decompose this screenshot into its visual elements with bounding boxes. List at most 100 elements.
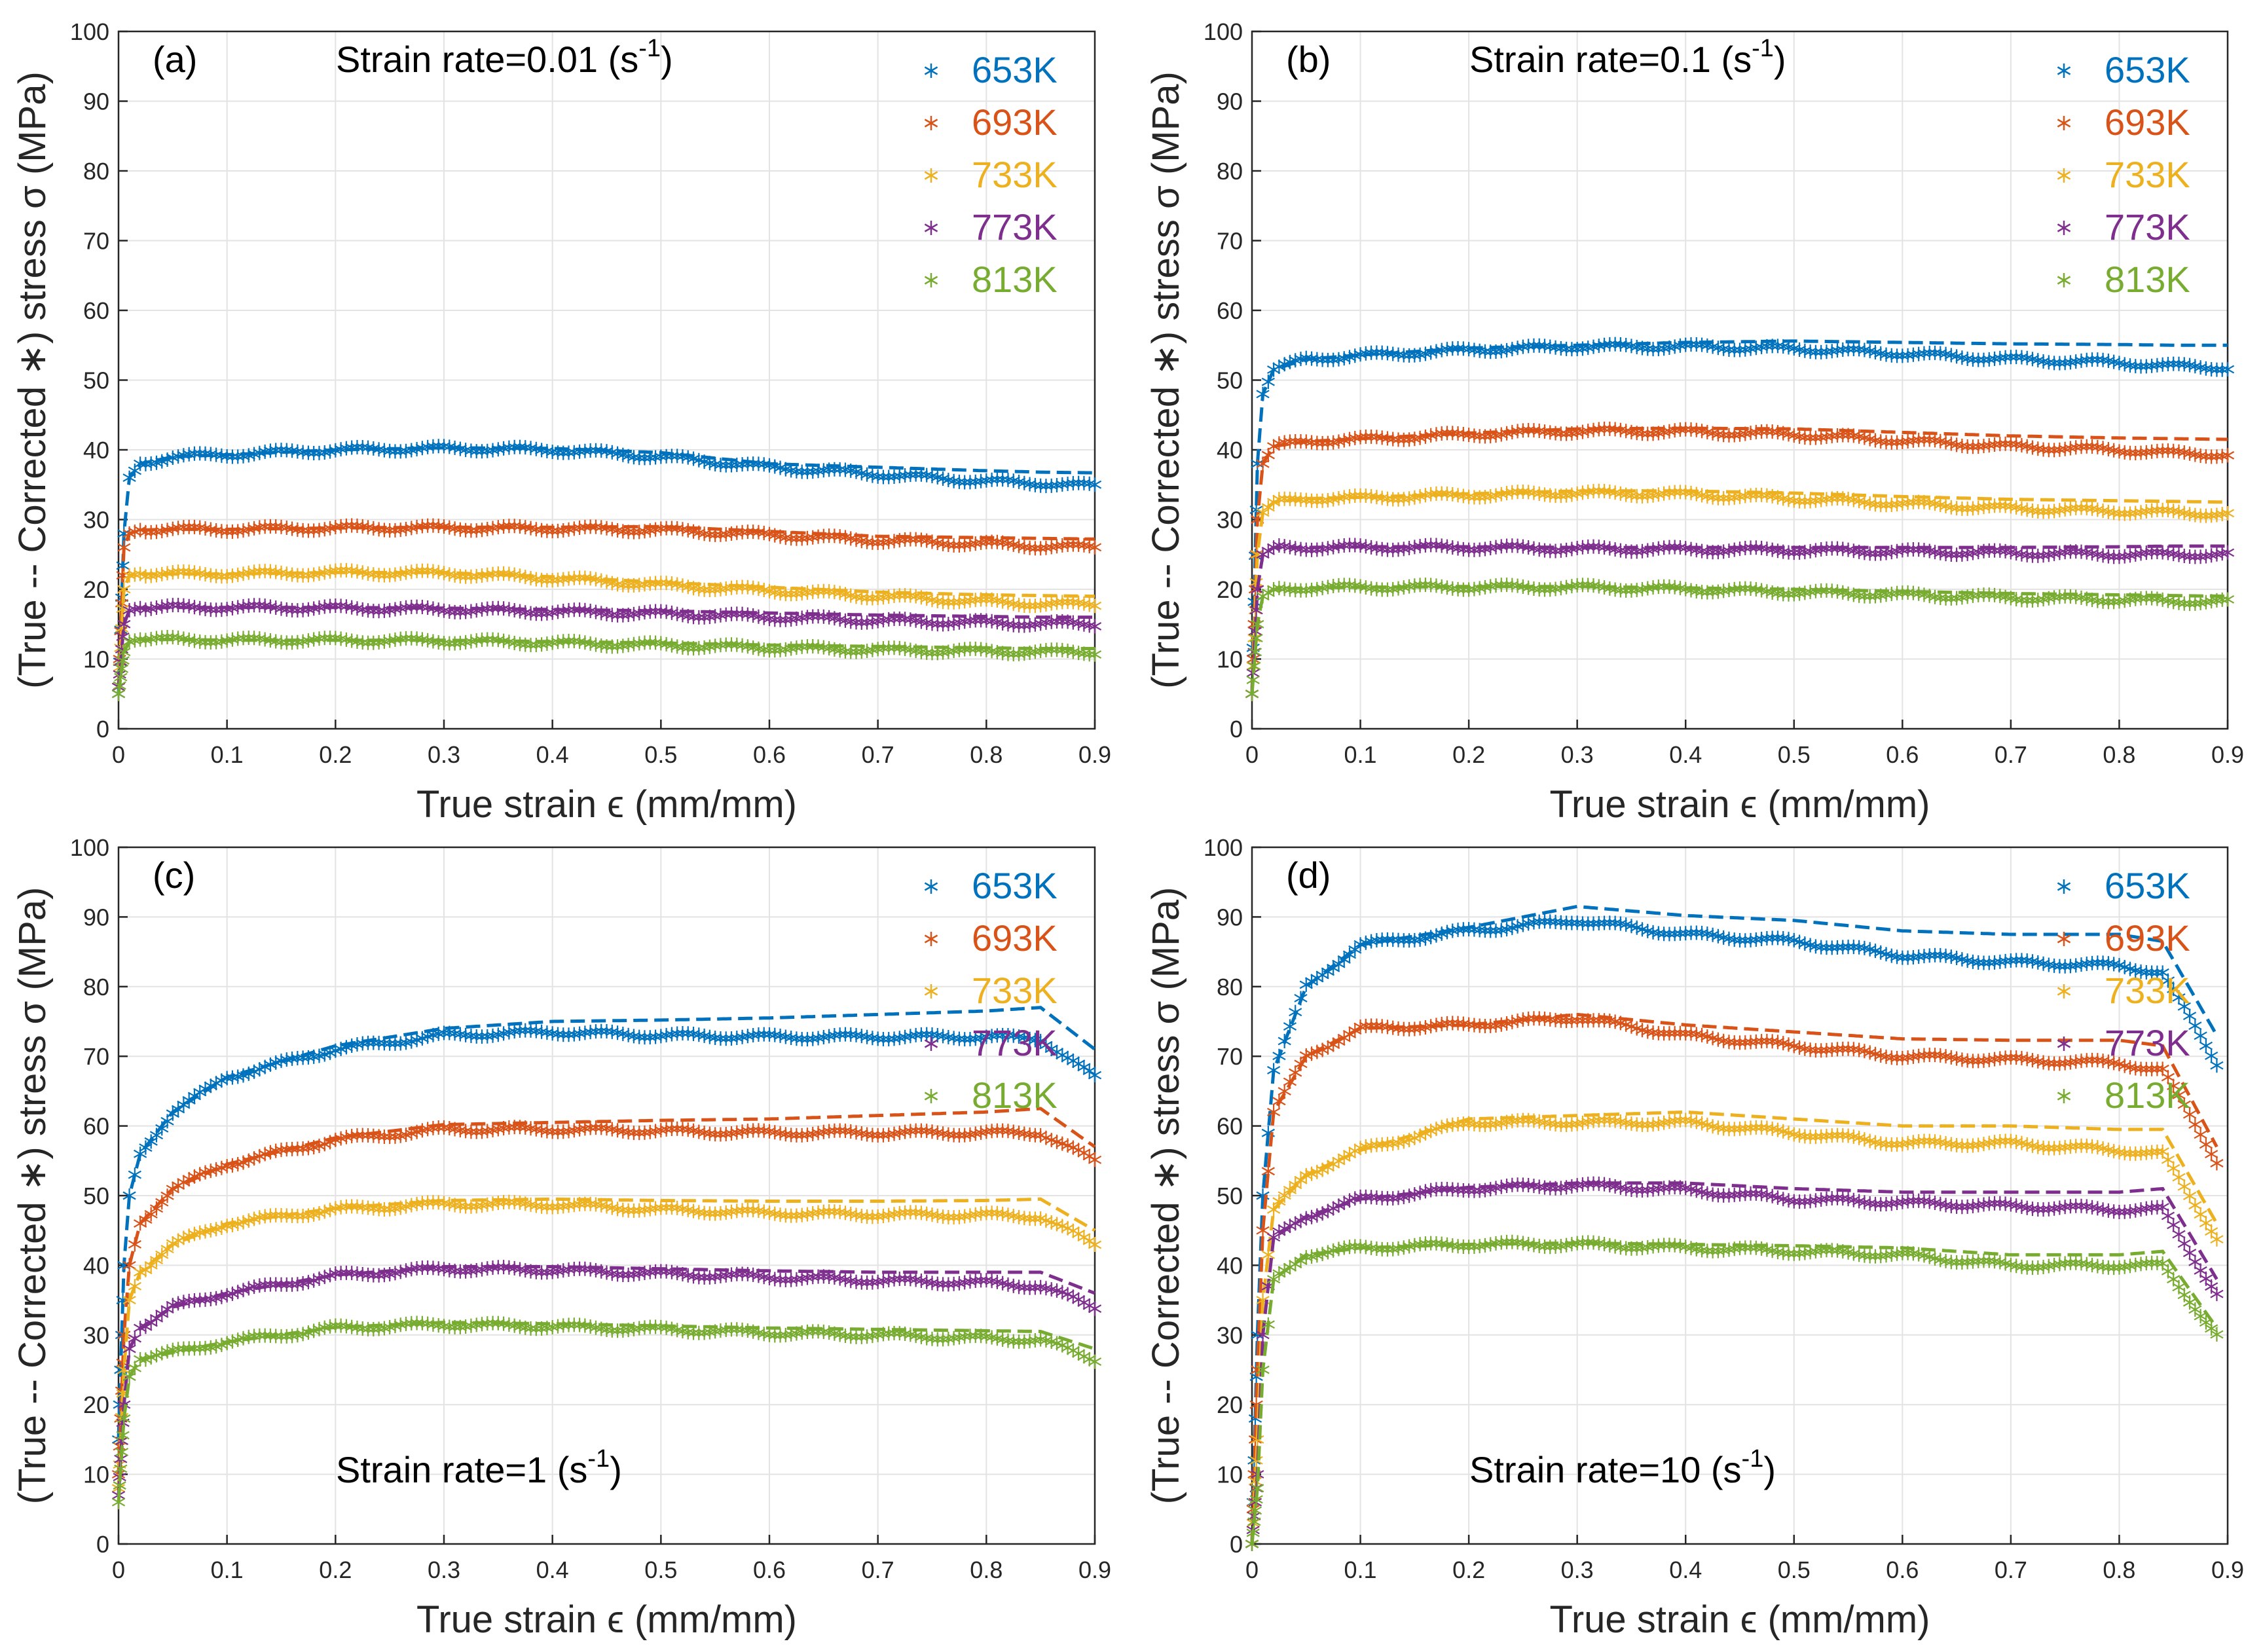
data-marker (377, 1129, 392, 1144)
data-marker (1798, 545, 1812, 560)
data-marker (1575, 1013, 1590, 1028)
data-marker (703, 583, 716, 598)
data-marker (410, 564, 424, 579)
data-marker (822, 1204, 836, 1219)
data-marker (122, 470, 136, 485)
data-marker (1993, 954, 2007, 969)
data-marker (1018, 1280, 1031, 1295)
data-marker (724, 1267, 739, 1282)
data-marker (1619, 1241, 1633, 1256)
data-marker (2042, 443, 2055, 458)
data-marker (399, 631, 413, 646)
data-marker (1549, 340, 1562, 355)
panel-label: (a) (153, 39, 197, 80)
data-marker (2091, 1053, 2105, 1068)
data-marker (361, 1128, 375, 1143)
data-marker (432, 439, 445, 454)
legend-label: 653K (972, 865, 1058, 906)
data-marker (171, 521, 185, 536)
data-marker (697, 1270, 711, 1285)
data-marker (1499, 538, 1514, 553)
data-marker (139, 1140, 153, 1155)
corrected-curve (1250, 904, 2218, 1545)
data-marker (274, 1143, 288, 1158)
data-marker (545, 445, 559, 460)
data-marker (1348, 488, 1362, 504)
y-tick-label: 10 (1217, 1461, 1243, 1488)
data-marker (1456, 1116, 1470, 1131)
data-marker (1559, 1117, 1573, 1132)
data-marker (1429, 427, 1443, 442)
data-marker (1537, 1239, 1552, 1254)
data-marker (2047, 1056, 2061, 1071)
data-marker (496, 1120, 511, 1135)
data-marker (942, 538, 955, 553)
data-marker (274, 1207, 288, 1222)
data-marker (242, 598, 255, 613)
data-marker (545, 1264, 559, 1279)
data-marker (296, 523, 310, 538)
data-marker (1619, 543, 1633, 559)
data-marker (1836, 342, 1850, 357)
data-marker (779, 1327, 792, 1342)
data-marker (2182, 1295, 2197, 1310)
data-marker (323, 631, 337, 646)
data-marker (1467, 490, 1481, 505)
data-marker (2069, 1198, 2083, 1213)
data-marker (686, 1325, 701, 1340)
data-marker (2053, 442, 2067, 457)
data-marker (708, 527, 722, 542)
data-marker (1543, 1181, 1557, 1196)
data-marker (437, 1120, 451, 1135)
data-marker (909, 532, 923, 547)
x-tick-label: 0.3 (1561, 1556, 1594, 1583)
data-marker (356, 1128, 369, 1143)
data-marker (345, 440, 359, 455)
data-marker (1684, 1026, 1698, 1041)
data-marker (578, 443, 592, 458)
y-tick-label: 90 (83, 88, 109, 115)
data-marker (968, 641, 982, 656)
data-marker (904, 1124, 917, 1139)
data-marker (1760, 424, 1774, 439)
data-marker (1245, 686, 1259, 701)
data-marker (1722, 428, 1736, 443)
data-marker (968, 1328, 982, 1343)
annotation-text-end: ) (1763, 1449, 1776, 1490)
data-marker (540, 573, 554, 588)
data-marker (952, 1031, 966, 1046)
data-marker (345, 1128, 359, 1143)
x-tick-label: 0 (112, 741, 125, 768)
data-marker (795, 639, 809, 654)
data-marker (1397, 492, 1410, 507)
data-marker (410, 519, 424, 534)
data-marker (2015, 953, 2029, 968)
data-marker (909, 467, 923, 482)
data-marker (784, 612, 798, 627)
data-marker (1473, 542, 1486, 557)
data-marker (496, 601, 511, 616)
data-marker (762, 643, 777, 658)
data-marker (1809, 344, 1823, 359)
data-marker (752, 456, 765, 471)
data-marker (1581, 539, 1595, 554)
data-marker (220, 524, 234, 539)
data-marker (730, 457, 744, 472)
data-marker (269, 443, 283, 458)
data-marker (388, 523, 402, 538)
data-marker (534, 1024, 549, 1039)
data-marker (1380, 1242, 1395, 1257)
data-marker (1353, 488, 1367, 503)
data-marker (990, 472, 1004, 487)
data-marker (1386, 932, 1400, 947)
data-marker (779, 612, 792, 627)
data-marker (595, 1120, 608, 1135)
data-marker (496, 566, 511, 581)
data-marker (1739, 540, 1752, 555)
data-marker (963, 1329, 977, 1344)
data-marker (2194, 1028, 2207, 1043)
data-marker (1896, 1245, 1909, 1260)
data-marker (144, 1258, 158, 1273)
data-marker (1088, 477, 1102, 492)
data-marker (1993, 498, 2007, 513)
